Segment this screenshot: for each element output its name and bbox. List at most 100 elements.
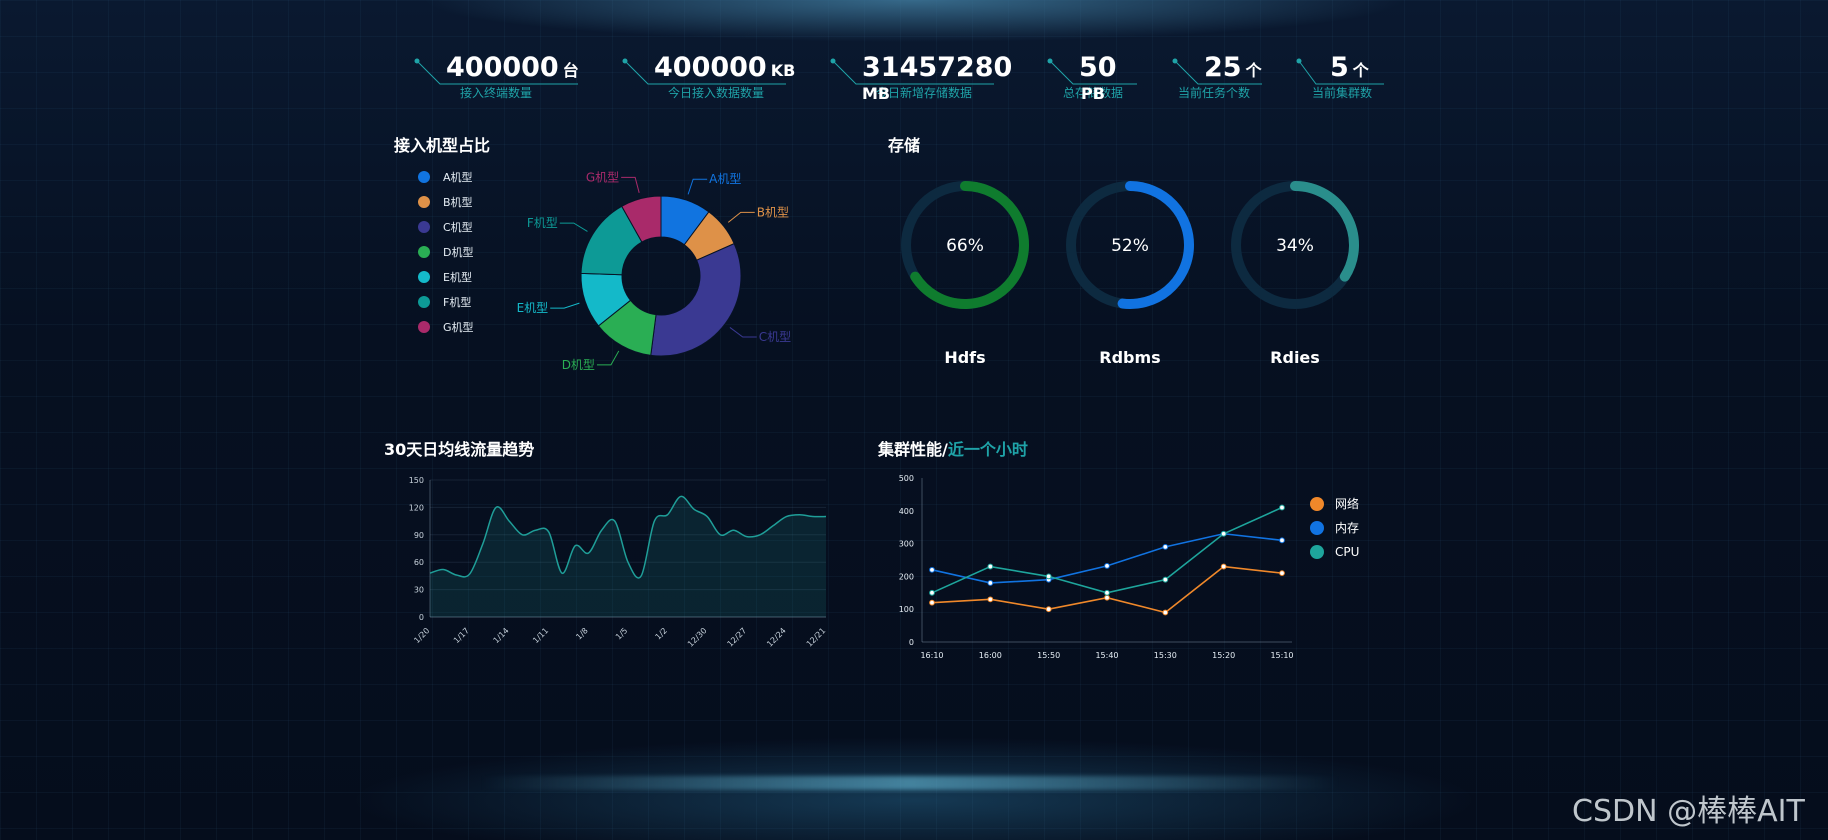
stat-value: 31457280 xyxy=(862,52,1013,83)
legend-item[interactable]: F机型 xyxy=(418,289,474,314)
x-tick-label: 1/5 xyxy=(614,626,629,641)
storage-gauges: 66% 52% 34% xyxy=(901,181,1359,309)
data-point xyxy=(987,580,994,586)
stat-decor-line xyxy=(830,58,994,85)
x-tick-label: 15:20 xyxy=(1212,651,1235,660)
stat-label: 总存储数据 xyxy=(1063,86,1124,100)
data-point xyxy=(1104,594,1110,601)
stat-decor-line xyxy=(1296,58,1384,85)
y-tick-label: 500 xyxy=(899,474,914,483)
stat-label: 当前任务个数 xyxy=(1178,86,1251,100)
legend-label: A机型 xyxy=(443,170,473,184)
x-tick-label: 1/2 xyxy=(654,626,669,641)
x-tick-label: 1/11 xyxy=(531,626,550,645)
stat-unit: 个 xyxy=(1245,61,1262,80)
stat-decor-line xyxy=(414,58,578,85)
legend-label: 网络 xyxy=(1335,496,1359,511)
data-point xyxy=(1162,609,1169,616)
cluster-title-accent: 近一个小时 xyxy=(947,440,1028,459)
cluster-title-main: 集群性能/ xyxy=(878,440,948,459)
cluster-panel-title: 集群性能/近一个小时 xyxy=(878,436,1028,460)
legend-swatch xyxy=(418,220,430,233)
data-point xyxy=(1162,576,1169,583)
x-tick-label: 16:00 xyxy=(979,651,1002,660)
series-line xyxy=(931,506,1283,594)
pie-legend: A机型 B机型 C机型 D机型 E机型 F机型 G机型 xyxy=(418,164,474,339)
legend-item[interactable]: B机型 xyxy=(418,189,474,214)
legend-swatch xyxy=(418,170,430,183)
data-point xyxy=(1279,537,1285,544)
legend-swatch xyxy=(418,245,430,258)
stat-unit: 台 xyxy=(562,61,579,80)
y-tick-label: 30 xyxy=(414,586,424,595)
legend-item[interactable]: D机型 xyxy=(418,239,474,264)
legend-label: D机型 xyxy=(443,245,474,259)
x-tick-label: 12/30 xyxy=(686,626,709,649)
data-point xyxy=(987,596,994,603)
data-point xyxy=(1045,606,1052,613)
watermark: CSDN @棒棒AIT xyxy=(1572,794,1805,829)
x-tick-label: 1/8 xyxy=(574,626,589,641)
gauge-percent: 52% xyxy=(1111,236,1149,256)
legend-swatch xyxy=(1310,521,1324,535)
x-tick-label: 12/21 xyxy=(805,626,828,649)
x-tick-label: 12/27 xyxy=(726,626,749,649)
gauge-arc xyxy=(1290,181,1359,282)
series-line xyxy=(931,565,1283,614)
pie-label: D机型 xyxy=(562,358,595,372)
legend-label: F机型 xyxy=(443,295,472,309)
data-point xyxy=(1220,530,1227,537)
legend-label: CPU xyxy=(1335,545,1359,559)
trend-area-chart: 0 30 60 90 120 150 1/20 1/17 1/14 1/11 1/8 1/5 1/2 12… xyxy=(409,476,828,649)
legend-item[interactable]: G机型 xyxy=(418,314,474,339)
x-tick-label: 15:50 xyxy=(1037,651,1060,660)
pie-label: F机型 xyxy=(527,216,558,230)
data-point xyxy=(929,566,935,573)
pie-label-line xyxy=(621,176,640,193)
stat-unit: PB xyxy=(1081,84,1105,103)
gauge-name: Hdfs xyxy=(944,348,986,367)
y-tick-label: 60 xyxy=(414,558,424,567)
x-tick-label: 1/20 xyxy=(412,626,431,645)
gauge-name: Rdies xyxy=(1270,348,1320,367)
stat-label: 当前集群数 xyxy=(1312,86,1373,100)
gauge-name: Rdbms xyxy=(1099,348,1161,367)
x-tick-label: 16:10 xyxy=(920,651,943,660)
pie-label-line xyxy=(559,222,588,232)
series-line xyxy=(429,495,827,579)
data-point xyxy=(987,563,994,570)
stat-decor-line xyxy=(1047,58,1137,85)
pie-label-line xyxy=(687,178,708,195)
stat-today-data: 400000 KB 今日接入数据数量 xyxy=(622,48,822,108)
gauge-arc xyxy=(1117,181,1194,309)
pie-label-line xyxy=(550,302,580,309)
stat-tasks: 25 个 当前任务个数 xyxy=(1172,48,1372,108)
stat-decor-line xyxy=(622,58,786,85)
legend-label: E机型 xyxy=(443,270,472,284)
area-fill xyxy=(430,496,826,617)
legend-item[interactable]: C机型 xyxy=(418,214,474,239)
data-point xyxy=(929,599,935,606)
stat-label: 接入终端数量 xyxy=(460,86,533,100)
stat-value: 400000 台 xyxy=(446,52,579,83)
legend-swatch xyxy=(1310,545,1324,559)
stat-value: 25 个 xyxy=(1204,52,1262,83)
legend-label: 内存 xyxy=(1335,521,1359,535)
y-tick-label: 200 xyxy=(899,572,914,581)
trend-panel-title: 30天日均线流量趋势 xyxy=(384,440,535,459)
x-tick-label: 15:30 xyxy=(1154,651,1177,660)
storage-panel-title: 存储 xyxy=(888,136,921,155)
y-tick-label: 90 xyxy=(414,531,424,540)
pie-label-line xyxy=(727,211,755,223)
legend-item[interactable]: A机型 xyxy=(418,164,474,189)
stat-unit: 个 xyxy=(1352,61,1369,80)
data-point xyxy=(1220,563,1227,570)
stat-unit: KB xyxy=(770,61,796,80)
stat-value: 50 xyxy=(1079,52,1117,83)
stat-total-storage: 50 总存储数据 PB xyxy=(1047,48,1247,108)
stat-unit: MB xyxy=(862,84,891,103)
legend-item[interactable]: E机型 xyxy=(418,264,474,289)
stat-new-storage: 31457280 今日新增存储数据 MB xyxy=(830,48,1030,108)
y-tick-label: 120 xyxy=(409,503,424,512)
